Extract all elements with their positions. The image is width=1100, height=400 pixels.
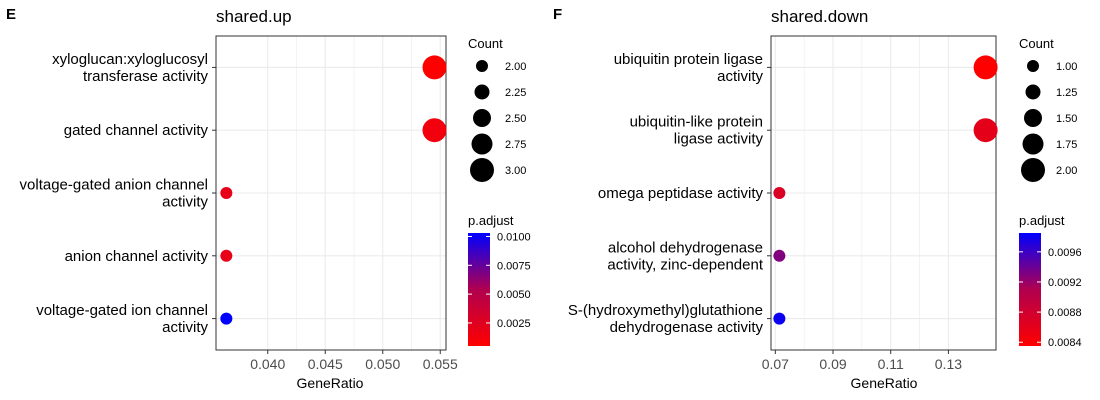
x-tick-label-f: 0.07 [762,356,789,372]
size-legend-label-e: 2.00 [505,61,526,73]
panel-border-f [770,35,997,351]
panel-tag-e: E [6,6,16,23]
color-legend-label-f: 0.0096 [1048,247,1082,259]
y-category-label-f: dehydrogenase activity [610,319,764,336]
data-point-f [773,249,786,262]
size-legend-key-f [1022,133,1044,155]
data-point-e [220,187,233,199]
size-legend-title-e: Count [468,36,503,51]
color-legend-label-f: 0.0088 [1048,307,1082,319]
y-category-label-f: ubiquitin protein ligase [614,51,763,68]
color-bar-e [468,233,490,346]
x-tick-label-f: 0.09 [819,356,846,372]
y-category-label-e: activity [162,194,208,211]
x-axis-title-e: GeneRatio [297,375,364,391]
y-category-label-e: activity [162,319,208,336]
x-tick-label-e: 0.055 [423,356,458,372]
data-point-f [773,312,786,325]
color-legend-label-f: 0.0092 [1048,277,1082,289]
size-legend-label-e: 2.25 [505,87,526,99]
x-axis-title-f: GeneRatio [851,375,918,391]
size-legend-label-f: 1.75 [1056,139,1077,151]
size-legend-key-f [1025,84,1041,100]
y-category-label-e: transferase activity [83,68,209,85]
color-legend-label-e: 0.0025 [497,318,531,330]
panel-tag-f: F [553,6,562,23]
chart-title-e: shared.up [216,7,292,26]
size-legend-key-e [474,84,490,100]
x-tick-label-f: 0.11 [878,356,904,372]
size-legend-label-f: 1.50 [1056,113,1077,125]
color-legend-label-f: 0.0084 [1048,337,1082,349]
size-legend-label-f: 1.00 [1056,61,1077,73]
y-category-label-f: ligase activity [674,131,764,148]
panel-border-e [215,35,447,351]
y-category-label-e: xyloglucan:xyloglucosyl [52,51,208,68]
data-point-e [220,249,233,262]
data-point-f [973,55,998,80]
color-bar-f [1019,233,1041,346]
y-category-label-f: activity [717,68,763,85]
data-point-e [422,118,447,143]
y-category-label-f: alcohol dehydrogenase [608,239,763,256]
y-category-label-f: ubiquitin-like protein [630,114,763,131]
data-point-f [973,118,998,143]
data-point-e [422,55,447,80]
x-tick-label-f: 0.13 [935,356,962,372]
color-legend-title-f: p.adjust [1019,213,1065,228]
color-legend-label-e: 0.0100 [497,231,531,243]
chart-title-f: shared.down [771,7,868,26]
size-legend-key-e [471,133,493,155]
size-legend-key-e [476,60,488,72]
size-legend-key-e [470,158,494,182]
data-point-f [773,187,786,199]
panel-e: E shared.up 0.040 0.045 0.050 0.055 xylogluc… [6,6,531,391]
size-legend-key-e [473,109,491,127]
legend-e: Count p.adjust 2.00 2.25 2.50 2.75 3.00 0.002… [468,36,531,346]
y-category-label-f: omega peptidase activity [598,185,764,202]
plot-area-f: 0.07 0.09 0.11 0.13 ubiquitin protein ligase… [568,35,998,372]
color-legend-label-e: 0.0075 [497,260,531,272]
y-category-label-e: gated channel activity [64,122,209,139]
data-point-e [220,312,233,325]
y-category-label-e: voltage-gated anion channel [20,177,208,194]
y-category-label-f: S-(hydroxymethyl)glutathione [568,302,763,319]
size-legend-label-e: 3.00 [505,165,526,177]
size-legend-title-f: Count [1019,36,1054,51]
x-tick-label-e: 0.040 [250,356,285,372]
size-legend-key-f [1027,60,1039,72]
panel-f: F shared.down 0.07 0.09 0.11 0.13 ubiquitin … [553,6,1082,391]
x-tick-label-e: 0.050 [365,356,400,372]
size-legend-label-f: 1.25 [1056,87,1077,99]
color-legend-title-e: p.adjust [468,213,514,228]
size-legend-label-e: 2.50 [505,113,526,125]
size-legend-label-f: 2.00 [1056,165,1077,177]
y-category-label-e: voltage-gated ion channel [36,302,208,319]
color-legend-label-e: 0.0050 [497,289,531,301]
legend-f: Count p.adjust 1.00 1.25 1.50 1.75 2.00 0.008… [1019,36,1082,349]
y-category-label-f: activity, zinc-dependent [607,256,763,273]
y-category-label-e: anion channel activity [65,248,209,265]
size-legend-key-f [1021,158,1045,182]
x-tick-label-e: 0.045 [308,356,343,372]
plot-area-e: 0.040 0.045 0.050 0.055 xyloglucan:xylogluco… [20,35,458,372]
size-legend-key-f [1024,109,1042,127]
size-legend-label-e: 2.75 [505,139,526,151]
